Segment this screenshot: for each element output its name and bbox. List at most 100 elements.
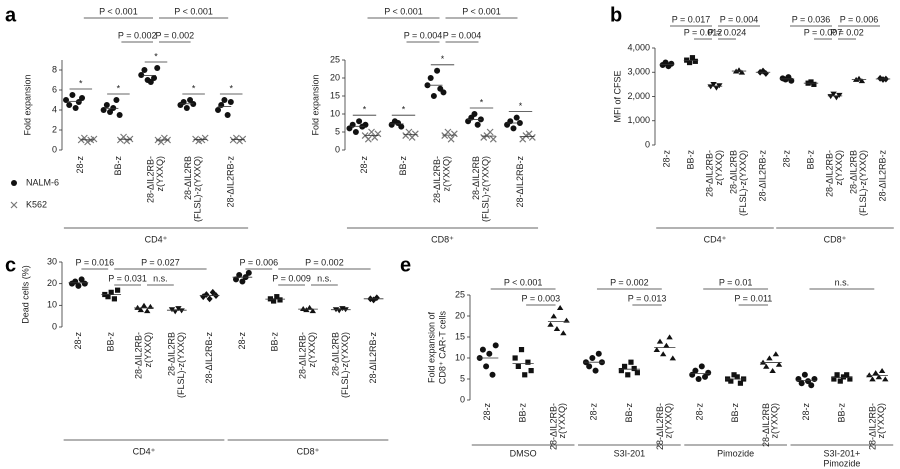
data-point — [550, 313, 557, 319]
data-point — [140, 302, 148, 308]
group-label: S3I-201 — [614, 448, 646, 458]
data-point — [811, 81, 817, 87]
category-label: z(YXXQ) — [876, 403, 886, 439]
y-tick-label: 2,000 — [627, 91, 650, 101]
data-point — [236, 272, 243, 278]
data-point — [656, 338, 664, 344]
data-point — [398, 123, 405, 130]
data-point — [424, 82, 431, 89]
data-point — [224, 112, 231, 119]
significance-star: * — [154, 51, 158, 61]
data-point — [669, 355, 676, 361]
data-point — [653, 347, 660, 352]
data-point — [489, 371, 496, 378]
data-point — [239, 278, 246, 285]
category-label: BB-z — [518, 403, 528, 423]
category-label: z(YXXQ) — [557, 403, 567, 439]
y-axis-label: Dead cells (%) — [20, 265, 30, 324]
data-point — [556, 305, 564, 310]
data-point — [692, 367, 699, 374]
category-label: BB-z — [685, 150, 695, 170]
data-point — [108, 289, 114, 295]
data-point — [430, 93, 437, 99]
data-point — [772, 351, 780, 357]
p-value: P = 0.012 — [684, 27, 723, 37]
data-point — [707, 84, 714, 90]
category-label: 28-ΔIL2RB-z — [515, 156, 525, 208]
category-label: 28-ΔIL2RB- — [146, 156, 156, 203]
category-label: 28-ΔIL2RB- — [867, 403, 877, 450]
data-point — [512, 355, 518, 361]
category-label: 28-ΔIL2RB — [166, 332, 176, 376]
data-point — [111, 296, 117, 302]
data-point — [834, 372, 840, 378]
p-value: P = 0.007 — [804, 27, 843, 37]
group-label: S3I-201+ — [823, 448, 860, 458]
significance-star: * — [363, 105, 367, 115]
y-tick-label: 4 — [52, 104, 57, 114]
data-point — [713, 85, 720, 91]
category-label: 28-ΔIL2RB- — [549, 403, 559, 450]
data-point — [547, 321, 554, 327]
data-point — [666, 334, 673, 340]
significance-star: * — [441, 54, 445, 64]
data-point — [847, 376, 853, 382]
p-value: P = 0.002 — [610, 277, 649, 287]
y-tick-label: 15 — [455, 331, 465, 341]
data-point — [100, 107, 107, 113]
p-value: P = 0.017 — [672, 14, 711, 24]
data-point — [668, 60, 675, 67]
data-point — [728, 378, 734, 384]
p-value: P < 0.001 — [99, 6, 138, 16]
data-point — [81, 280, 88, 287]
y-tick-label: 8 — [52, 64, 57, 74]
group-label: Pimozide — [717, 448, 754, 458]
category-label: 28-ΔIL2RB-z — [204, 332, 214, 384]
category-label: z(YXXQ) — [442, 156, 452, 192]
y-axis-label: Fold expansion — [22, 74, 32, 135]
category-label: 28-ΔIL2RB — [471, 156, 481, 200]
data-point — [405, 128, 413, 136]
data-point — [875, 374, 883, 380]
category-label: (FLSL)-z(YXXQ) — [340, 332, 350, 398]
data-point — [695, 376, 702, 382]
p-value: P = 0.009 — [272, 273, 311, 283]
y-axis-label: Fold expansion — [310, 74, 320, 135]
data-point — [480, 133, 488, 141]
group-label: DMSO — [510, 448, 537, 458]
y-axis-label: MFI of CFSE — [612, 70, 622, 122]
y-tick-label: 15 — [330, 90, 340, 100]
data-point — [66, 102, 73, 108]
data-point — [686, 59, 693, 66]
data-point — [144, 308, 151, 314]
data-point — [201, 134, 209, 142]
data-point — [659, 351, 667, 357]
data-point — [411, 130, 419, 138]
y-tick-label: 1,000 — [627, 115, 650, 125]
data-point — [138, 72, 145, 78]
data-point — [738, 69, 746, 75]
p-value: P = 0.002 — [118, 30, 157, 40]
p-value: P = 0.027 — [141, 257, 180, 267]
data-point — [592, 367, 599, 374]
group-label: CD8⁺ — [824, 234, 847, 244]
category-label: 28-z — [75, 156, 85, 174]
data-point — [137, 307, 144, 313]
data-point — [844, 372, 850, 378]
category-label: 28-z — [695, 403, 705, 421]
data-point — [364, 135, 372, 143]
category-label: 28-ΔIL2RB — [330, 332, 340, 376]
data-point — [866, 372, 873, 378]
y-tick-label: 6 — [52, 84, 57, 94]
data-point — [271, 298, 277, 304]
category-label: z(YXXQ) — [307, 332, 317, 368]
category-label: 28-ΔIL2RB- — [298, 332, 308, 379]
data-point — [215, 107, 222, 113]
y-tick-label: 0 — [52, 321, 57, 331]
p-value: P = 0.002 — [305, 257, 344, 267]
data-point — [63, 97, 70, 104]
data-point — [808, 382, 815, 389]
category-label: 28-ΔIL2RB- — [655, 403, 665, 450]
p-value: P = 0.002 — [155, 30, 194, 40]
category-label: 28-z — [237, 332, 247, 350]
